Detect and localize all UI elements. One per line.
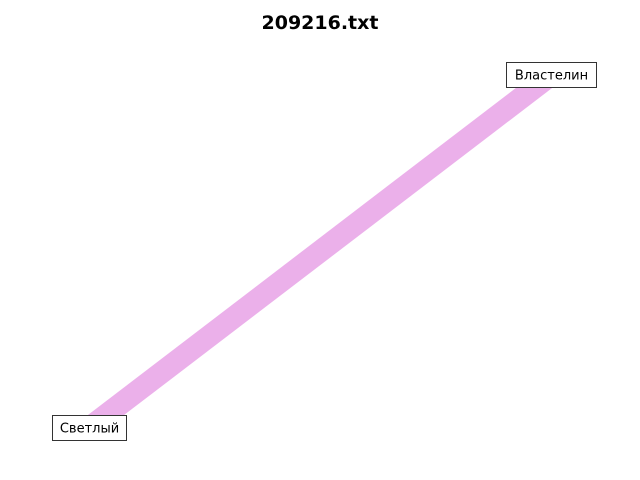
diagram-title: 209216.txt	[261, 12, 379, 34]
edge-vlastelin-svetly	[82, 66, 558, 437]
node-svetly: Светлый	[52, 415, 127, 441]
node-svetly-label: Светлый	[60, 422, 119, 437]
node-vlastelin: Властелин	[506, 62, 597, 88]
node-vlastelin-label: Властелин	[515, 69, 588, 84]
